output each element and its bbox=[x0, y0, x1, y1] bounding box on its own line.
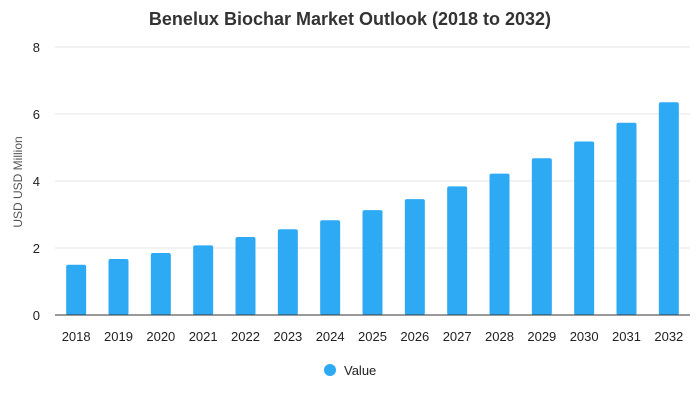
y-axis-title: USD USD Million bbox=[11, 136, 25, 227]
y-tick-label: 6 bbox=[33, 107, 40, 122]
bars bbox=[66, 102, 679, 316]
bar-2024[interactable] bbox=[320, 220, 341, 315]
bar-2023[interactable] bbox=[277, 229, 298, 315]
x-tick-label: 2028 bbox=[485, 329, 514, 344]
x-tick-label: 2024 bbox=[316, 329, 345, 344]
y-tick-label: 4 bbox=[33, 174, 40, 189]
x-tick-label: 2029 bbox=[527, 329, 556, 344]
bar-2020[interactable] bbox=[150, 253, 171, 315]
x-tick-label: 2025 bbox=[358, 329, 387, 344]
y-tick-label: 0 bbox=[33, 308, 40, 323]
bar-2022[interactable] bbox=[235, 236, 256, 315]
x-tick-label: 2020 bbox=[146, 329, 175, 344]
legend[interactable]: Value bbox=[324, 363, 376, 378]
y-axis-ticks: 0 2 4 6 8 bbox=[33, 40, 40, 323]
x-tick-label: 2019 bbox=[104, 329, 133, 344]
x-tick-label: 2027 bbox=[443, 329, 472, 344]
bar-2032[interactable] bbox=[658, 102, 679, 316]
x-tick-label: 2032 bbox=[654, 329, 683, 344]
x-tick-label: 2026 bbox=[400, 329, 429, 344]
bar-2029[interactable] bbox=[531, 158, 552, 315]
bar-2026[interactable] bbox=[404, 199, 425, 315]
bar-2025[interactable] bbox=[362, 210, 383, 315]
bar-2030[interactable] bbox=[574, 141, 595, 315]
x-tick-label: 2021 bbox=[189, 329, 218, 344]
x-tick-label: 2018 bbox=[62, 329, 91, 344]
bar-2027[interactable] bbox=[447, 186, 468, 315]
bar-2031[interactable] bbox=[616, 122, 637, 316]
legend-label-value: Value bbox=[344, 363, 376, 378]
x-axis-ticks: 2018 2019 2020 2021 2022 2023 2024 2025 2026 2027… bbox=[62, 329, 684, 344]
legend-marker-value bbox=[324, 364, 336, 376]
x-tick-label: 2030 bbox=[570, 329, 599, 344]
y-tick-label: 8 bbox=[33, 40, 40, 55]
bar-2028[interactable] bbox=[489, 173, 510, 315]
x-tick-label: 2031 bbox=[612, 329, 641, 344]
y-tick-label: 2 bbox=[33, 241, 40, 256]
bar-2021[interactable] bbox=[193, 245, 214, 315]
x-tick-label: 2023 bbox=[273, 329, 302, 344]
bar-2019[interactable] bbox=[108, 259, 129, 315]
x-tick-label: 2022 bbox=[231, 329, 260, 344]
bar-2018[interactable] bbox=[66, 264, 87, 315]
chart-title: Benelux Biochar Market Outlook (2018 to … bbox=[149, 9, 551, 29]
